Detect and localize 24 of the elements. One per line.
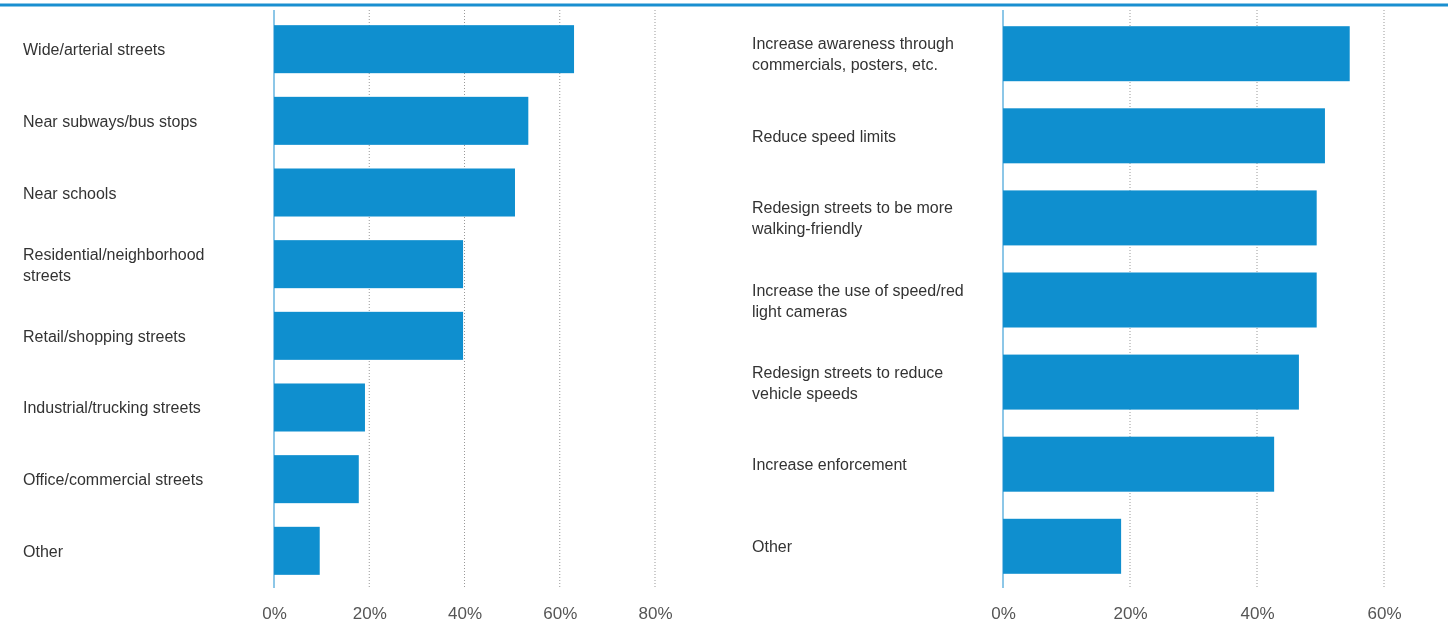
- y-tick-label: Redesign streets to reduce vehicle speeds: [752, 363, 944, 402]
- y-tick-label: Other: [23, 542, 64, 560]
- y-tick-label: Increase awareness through commercials, posters, etc.: [752, 35, 954, 74]
- y-tick-label: Near subways/bus stops: [23, 112, 198, 130]
- y-tick-label: Other: [752, 538, 793, 556]
- y-tick-label: Redesign streets to be more walking-friendly: [751, 199, 954, 238]
- y-tick-label: Office/commercial streets: [23, 471, 204, 489]
- x-tick-label: 20%: [1113, 604, 1148, 624]
- y-tick-label: Industrial/trucking streets: [23, 399, 201, 417]
- y-tick-label: Increase enforcement: [752, 456, 908, 474]
- x-tick-label: 80%: [638, 604, 673, 624]
- y-tick-label: Increase the use of speed/red light cameras: [752, 281, 964, 320]
- y-tick-label: Residential/neighborhood streets: [23, 245, 205, 284]
- x-tick-label: 40%: [1240, 604, 1275, 624]
- x-tick-label: 0%: [262, 604, 287, 624]
- x-tick-label: 40%: [447, 604, 483, 624]
- x-tick-label: 0%: [991, 604, 1016, 624]
- y-tick-label: Retail/shopping streets: [23, 327, 186, 345]
- y-tick-label: Reduce speed limits: [752, 127, 897, 145]
- y-tick-label: Wide/arterial streets: [23, 41, 166, 59]
- x-tick-label: 60%: [543, 604, 578, 624]
- x-tick-label: 20%: [352, 604, 387, 624]
- y-tick-label: Near schools: [23, 184, 117, 202]
- x-tick-label: 60%: [1367, 604, 1402, 624]
